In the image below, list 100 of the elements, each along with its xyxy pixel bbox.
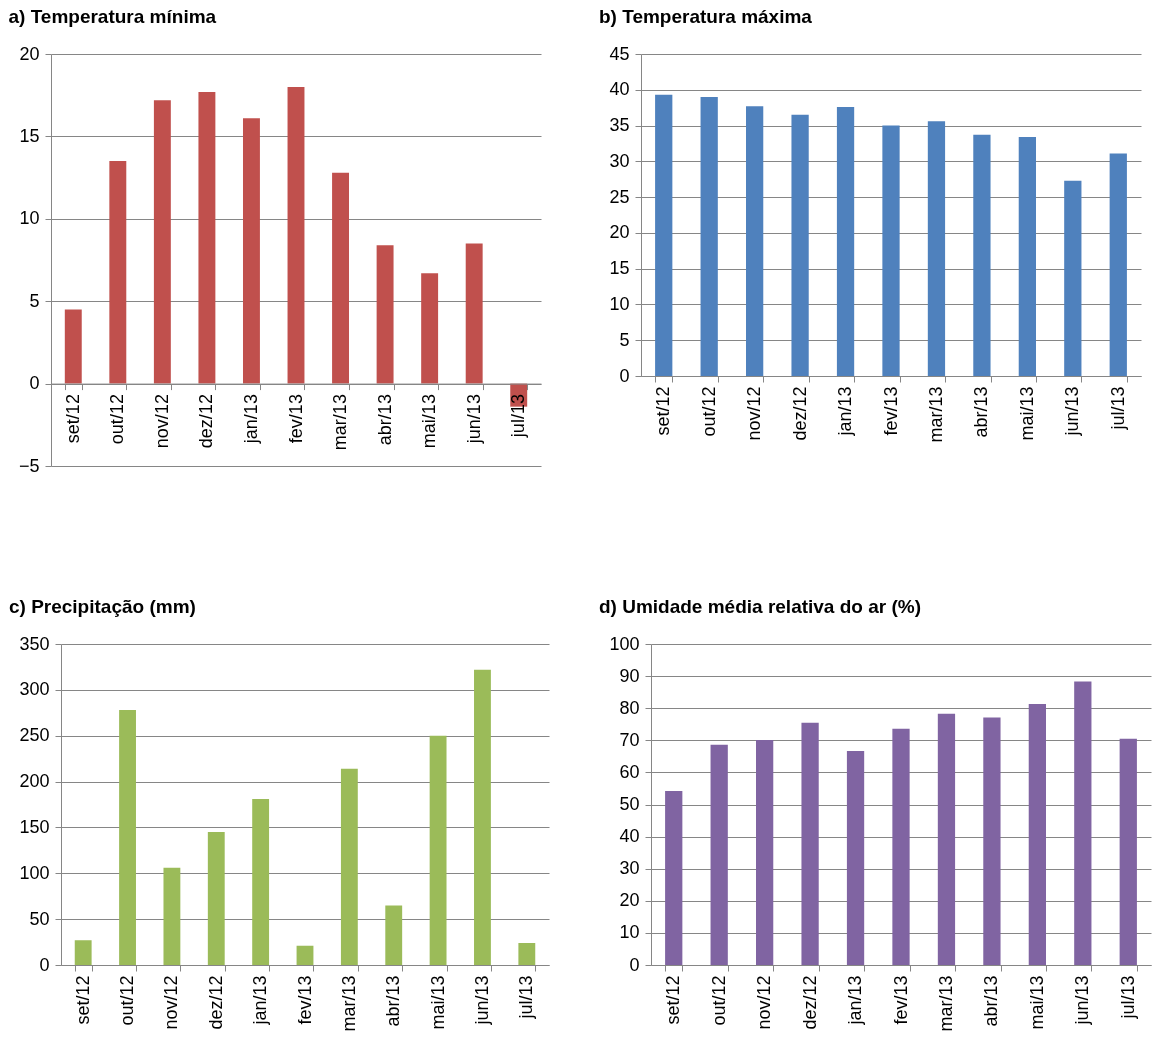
- x-tick-label: mar/13: [330, 394, 351, 451]
- x-tick-label: jun/13: [1072, 975, 1093, 1026]
- bar: [518, 942, 536, 965]
- y-tick-label: 5: [29, 290, 40, 311]
- x-tick-label: jul/13: [1117, 975, 1138, 1020]
- y-tick-label: 50: [619, 794, 640, 814]
- y-tick-label: 60: [619, 761, 640, 782]
- bar: [746, 106, 764, 376]
- y-tick-label: 10: [19, 208, 40, 229]
- bar: [655, 94, 673, 376]
- bar: [385, 905, 403, 965]
- y-tick-label: 0: [629, 954, 640, 975]
- y-tick-label: 100: [19, 862, 50, 883]
- y-tick-label: 20: [609, 222, 630, 243]
- bar: [332, 172, 350, 384]
- bar: [421, 273, 439, 384]
- x-tick-label: jan/13: [845, 975, 866, 1026]
- x-tick-label: dez/12: [196, 394, 217, 449]
- x-tick-label: mar/13: [925, 386, 946, 443]
- bar: [791, 114, 809, 376]
- x-tick-label: jun/13: [471, 975, 492, 1026]
- bar: [296, 945, 314, 965]
- bar: [1018, 137, 1036, 376]
- bar: [892, 728, 910, 965]
- y-tick-label: 0: [39, 954, 50, 975]
- x-tick-label: abr/13: [374, 394, 395, 446]
- y-tick-label: 0: [29, 373, 40, 394]
- y-tick-label: 25: [609, 186, 630, 207]
- bar: [242, 118, 260, 384]
- y-tick-label: 0: [619, 365, 630, 386]
- x-tick-label: abr/13: [971, 386, 992, 438]
- y-tick-label: 50: [29, 908, 50, 929]
- y-tick-label: −5: [18, 455, 40, 476]
- bar: [1074, 681, 1092, 965]
- y-tick-label: 100: [609, 633, 640, 654]
- y-tick-label: 200: [19, 771, 50, 792]
- y-tick-label: 40: [619, 826, 640, 847]
- bar: [252, 799, 270, 965]
- x-tick-label: out/12: [107, 394, 128, 445]
- y-tick-label: 300: [19, 679, 50, 700]
- y-tick-label: 20: [619, 890, 640, 911]
- bar: [465, 243, 483, 384]
- y-tick-label: 30: [609, 150, 630, 171]
- y-tick-label: 35: [609, 115, 630, 136]
- bar: [376, 245, 394, 384]
- bar: [700, 96, 718, 376]
- x-tick-label: dez/12: [789, 386, 810, 441]
- chart-title: c) Precipitação (mm): [8, 596, 196, 617]
- chart-title: a) Temperatura mínima: [8, 6, 217, 27]
- x-tick-label: jan/13: [835, 386, 856, 437]
- bar: [973, 134, 991, 376]
- bar: [836, 106, 855, 376]
- bar: [1064, 180, 1082, 376]
- x-tick-label: mai/13: [1016, 386, 1037, 441]
- chart-title: d) Umidade média relativa do ar (%): [598, 596, 921, 617]
- x-tick-label: mar/13: [935, 975, 956, 1032]
- y-tick-label: 15: [19, 125, 40, 146]
- bar: [119, 710, 136, 965]
- x-tick-label: fev/13: [890, 975, 911, 1025]
- bar: [163, 867, 181, 965]
- x-tick-label: set/12: [663, 975, 684, 1025]
- x-tick-label: out/12: [117, 975, 138, 1026]
- x-tick-label: jul/13: [516, 975, 537, 1020]
- y-tick-label: 30: [619, 858, 640, 879]
- x-tick-label: dez/12: [799, 975, 820, 1030]
- x-tick-label: jul/13: [508, 394, 529, 439]
- bar: [207, 832, 225, 965]
- bar: [74, 940, 92, 965]
- bar: [109, 161, 127, 384]
- bar: [983, 717, 1001, 965]
- x-tick-label: mar/13: [338, 975, 359, 1032]
- bar: [882, 125, 900, 376]
- bar: [927, 121, 946, 376]
- y-tick-label: 350: [19, 633, 50, 654]
- x-tick-label: out/12: [708, 975, 729, 1026]
- chart-title: b) Temperatura máxima: [598, 6, 813, 27]
- y-tick-label: 15: [609, 258, 630, 279]
- y-tick-label: 20: [19, 43, 40, 64]
- y-tick-label: 250: [19, 725, 50, 746]
- y-tick-label: 10: [619, 922, 640, 943]
- x-tick-label: nov/12: [151, 394, 172, 449]
- x-tick-label: out/12: [698, 386, 719, 437]
- x-tick-label: set/12: [653, 386, 674, 436]
- x-tick-label: jan/13: [240, 394, 261, 445]
- bar: [340, 768, 358, 965]
- x-tick-label: jul/13: [1107, 386, 1128, 431]
- bar: [153, 100, 171, 384]
- bar: [937, 713, 956, 965]
- bar: [665, 791, 683, 965]
- x-tick-label: abr/13: [981, 975, 1002, 1027]
- x-tick-label: mai/13: [1026, 975, 1047, 1030]
- bar: [846, 750, 865, 965]
- x-tick-label: dez/12: [205, 975, 226, 1030]
- bar: [1109, 153, 1127, 376]
- y-tick-label: 150: [19, 816, 50, 837]
- y-tick-label: 90: [619, 665, 640, 686]
- x-tick-label: fev/13: [880, 386, 901, 436]
- x-tick-label: jan/13: [250, 975, 271, 1026]
- bar: [474, 669, 491, 965]
- x-tick-label: set/12: [72, 975, 93, 1025]
